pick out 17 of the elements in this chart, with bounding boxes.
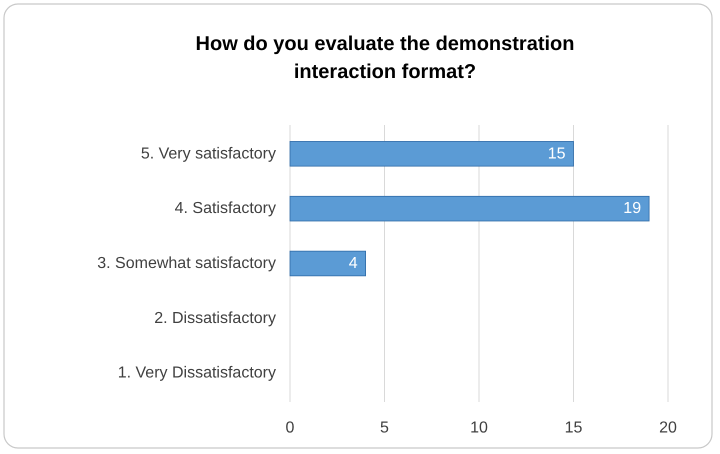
data-label: 15 <box>548 145 566 162</box>
chart-title: How do you evaluate the demonstration interaction format? <box>196 33 574 83</box>
y-tick-label: 1. Very Dissatisfactory <box>118 364 276 382</box>
data-label: 4 <box>348 255 358 272</box>
y-tick-label: 4. Satisfactory <box>174 200 276 218</box>
x-tick-label: 0 <box>286 420 295 436</box>
bar <box>290 250 366 276</box>
y-tick-label: 3. Somewhat satisfactory <box>97 255 276 272</box>
x-tick-label: 5 <box>380 420 390 436</box>
bar <box>290 196 650 222</box>
x-tick-label: 10 <box>470 420 488 436</box>
y-tick-label: 5. Very satisfactory <box>140 145 276 162</box>
data-label: 19 <box>623 200 642 218</box>
y-tick-label: 2. Dissatisfactory <box>154 310 276 327</box>
bar <box>290 141 574 167</box>
x-tick-label: 15 <box>564 420 582 436</box>
x-tick-label: 20 <box>659 420 677 436</box>
